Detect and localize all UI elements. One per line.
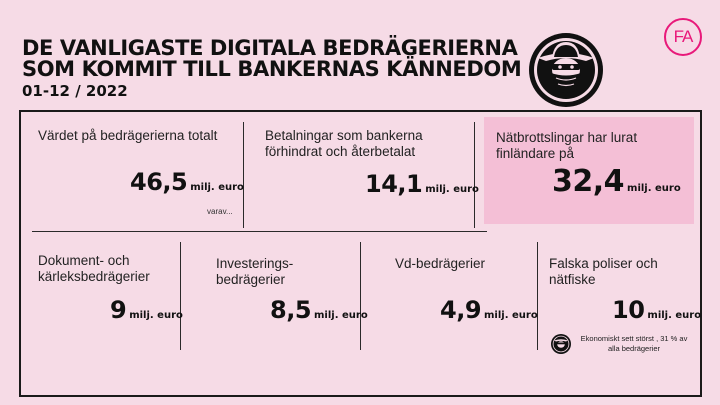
value-number: 46,5 xyxy=(130,168,188,196)
bandit-icon xyxy=(529,33,603,107)
divider xyxy=(474,122,475,228)
stat-value-scammed: 32,4 milj. euro xyxy=(552,164,681,199)
stat-label-scammed: Nätbrottslingar har lurat finländare på xyxy=(496,130,638,161)
value-unit: milj. euro xyxy=(190,182,244,193)
stat-label-prevented: Betalningar som bankerna förhindrat och … xyxy=(265,128,423,159)
date-range: 01-12 / 2022 xyxy=(22,82,128,100)
divider xyxy=(360,242,361,350)
divider xyxy=(32,231,487,232)
value-unit: milj. euro xyxy=(484,310,538,321)
title-line-1: DE VANLIGASTE DIGITALA BEDRÄGERIERNA xyxy=(22,36,518,60)
title-line-2: SOM KOMMIT TILL BANKERNAS KÄNNEDOM xyxy=(22,57,522,81)
stat-label-ceo: Vd-bedrägerier xyxy=(395,256,486,271)
divider xyxy=(243,122,244,228)
value-number: 32,4 xyxy=(552,164,625,199)
page-title: DE VANLIGASTE DIGITALA BEDRÄGERIERNA SOM… xyxy=(22,38,542,80)
value-unit: milj. euro xyxy=(647,310,702,321)
value-number: 8,5 xyxy=(270,296,312,324)
footnote: Ekonomiskt sett störst , 31 % av alla be… xyxy=(550,333,690,355)
value-unit: milj. euro xyxy=(129,310,183,321)
value-number: 9 xyxy=(110,296,127,324)
stat-value-phishing: 10 milj. euro xyxy=(612,296,701,324)
stat-value-document: 9 milj. euro xyxy=(110,296,183,324)
value-number: 4,9 xyxy=(440,296,482,324)
stats-frame xyxy=(19,110,702,397)
stat-value-investment: 8,5 milj. euro xyxy=(270,296,368,324)
divider xyxy=(537,242,538,350)
highlight-box xyxy=(484,117,694,224)
value-number: 14,1 xyxy=(365,170,423,198)
stat-label-document: Dokument- och kärleksbedrägerier xyxy=(38,253,150,284)
stat-label-investment: Investerings-bedrägerier xyxy=(216,256,294,287)
value-unit: milj. euro xyxy=(314,310,368,321)
stat-value-total: 46,5 milj. euro xyxy=(130,168,244,196)
value-number: 10 xyxy=(612,296,645,324)
bandit-small-icon xyxy=(551,334,571,354)
value-unit: milj. euro xyxy=(425,184,479,195)
stat-label-phishing: Falska poliser och nätfiske xyxy=(549,256,658,287)
varav-note: varav... xyxy=(207,207,233,216)
divider xyxy=(180,242,181,350)
stat-label-total: Värdet på bedrägerierna totalt xyxy=(38,128,218,143)
stat-value-prevented: 14,1 milj. euro xyxy=(365,170,479,198)
brand-logo: FA xyxy=(664,18,702,56)
footnote-text: Ekonomiskt sett störst , 31 % av alla be… xyxy=(580,334,688,353)
value-unit: milj. euro xyxy=(627,183,681,194)
logo-text: FA xyxy=(673,27,694,46)
stat-value-ceo: 4,9 milj. euro xyxy=(440,296,538,324)
